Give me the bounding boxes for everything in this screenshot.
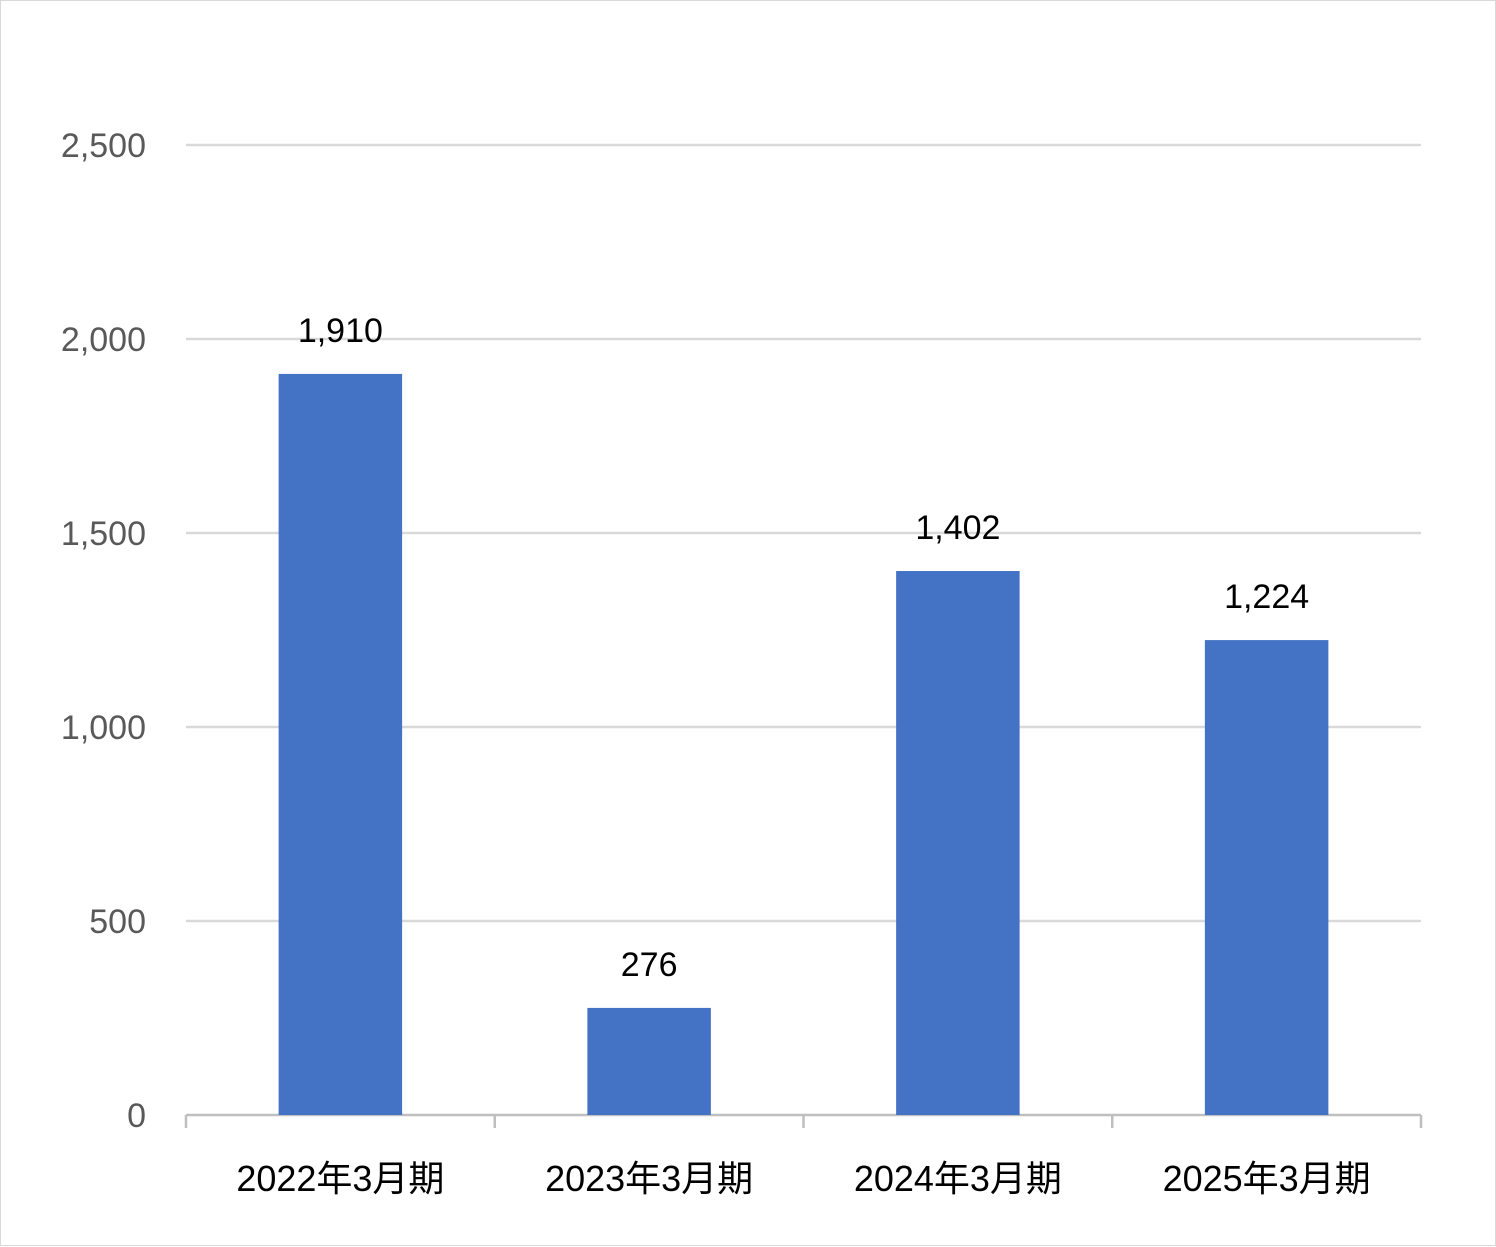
- y-tick-label: 2,000: [61, 321, 146, 359]
- bar: [1204, 640, 1329, 1115]
- y-axis-tick-labels: 0 500 1,000 1,500 2,000 2,500: [61, 127, 146, 1135]
- category-label: 2022年3月期: [236, 1158, 444, 1199]
- data-label: 1,224: [1224, 578, 1309, 616]
- data-label: 1,402: [915, 509, 1000, 547]
- data-labels: 1,910 276 1,402 1,224: [298, 312, 1309, 984]
- bars: [278, 373, 1329, 1115]
- category-label: 2025年3月期: [1163, 1158, 1371, 1199]
- category-label: 2023年3月期: [545, 1158, 753, 1199]
- y-tick-label: 1,500: [61, 515, 146, 553]
- y-tick-label: 2,500: [61, 127, 146, 165]
- data-label: 276: [621, 946, 678, 984]
- bar: [278, 373, 403, 1115]
- bar: [896, 571, 1020, 1115]
- y-tick-label: 0: [127, 1097, 146, 1135]
- category-labels: 2022年3月期 2023年3月期 2024年3月期 2025年3月期: [236, 1158, 1370, 1199]
- category-label: 2024年3月期: [854, 1158, 1062, 1199]
- x-axis: [184, 1113, 1423, 1128]
- y-tick-label: 500: [89, 903, 146, 941]
- y-tick-label: 1,000: [61, 709, 146, 747]
- data-label: 1,910: [298, 312, 383, 350]
- bar: [587, 1007, 711, 1115]
